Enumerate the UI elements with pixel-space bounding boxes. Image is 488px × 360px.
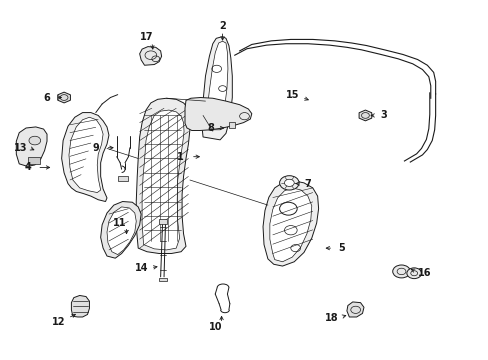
Polygon shape: [159, 220, 167, 224]
Text: 7: 7: [304, 179, 311, 189]
Polygon shape: [228, 122, 234, 128]
Text: 12: 12: [51, 317, 65, 327]
Polygon shape: [140, 46, 161, 65]
Polygon shape: [184, 98, 251, 131]
Polygon shape: [118, 176, 128, 181]
Polygon shape: [346, 302, 363, 317]
Text: 10: 10: [208, 322, 222, 332]
Polygon shape: [16, 127, 47, 166]
Text: 16: 16: [417, 268, 431, 278]
Text: 6: 6: [43, 93, 50, 103]
Polygon shape: [107, 207, 136, 255]
Circle shape: [284, 179, 294, 186]
Text: 15: 15: [285, 90, 299, 100]
Polygon shape: [61, 113, 109, 202]
Text: 9: 9: [92, 143, 99, 153]
Polygon shape: [142, 110, 183, 250]
Polygon shape: [269, 188, 311, 262]
Polygon shape: [101, 202, 141, 258]
Polygon shape: [206, 41, 227, 130]
Text: 4: 4: [24, 162, 31, 172]
Polygon shape: [27, 157, 40, 164]
Circle shape: [406, 268, 421, 279]
Text: 14: 14: [135, 263, 148, 273]
Polygon shape: [201, 37, 232, 140]
Polygon shape: [69, 117, 103, 193]
Text: 11: 11: [113, 218, 127, 228]
Circle shape: [29, 136, 41, 145]
Text: 8: 8: [206, 123, 213, 133]
Polygon shape: [263, 181, 318, 266]
Polygon shape: [58, 92, 70, 103]
Polygon shape: [71, 296, 89, 317]
Text: 17: 17: [140, 32, 153, 41]
Polygon shape: [358, 110, 371, 121]
Polygon shape: [159, 278, 167, 281]
Text: 3: 3: [379, 111, 386, 121]
Polygon shape: [136, 98, 189, 253]
Text: 1: 1: [176, 152, 183, 162]
Text: 2: 2: [219, 21, 225, 31]
Circle shape: [392, 265, 409, 278]
Text: 5: 5: [338, 243, 345, 253]
Circle shape: [279, 176, 299, 190]
Text: 13: 13: [14, 143, 27, 153]
Text: 18: 18: [324, 313, 337, 323]
